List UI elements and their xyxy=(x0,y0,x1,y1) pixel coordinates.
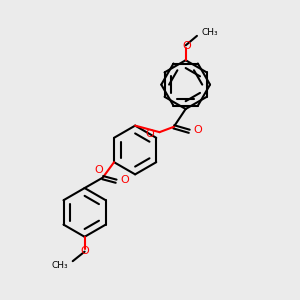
Text: O: O xyxy=(80,246,89,256)
Text: O: O xyxy=(146,129,154,139)
Text: CH₃: CH₃ xyxy=(201,28,218,38)
Text: O: O xyxy=(94,165,103,175)
Text: CH₃: CH₃ xyxy=(52,260,68,269)
Text: O: O xyxy=(194,125,203,135)
Text: O: O xyxy=(182,41,190,51)
Text: O: O xyxy=(121,175,129,185)
